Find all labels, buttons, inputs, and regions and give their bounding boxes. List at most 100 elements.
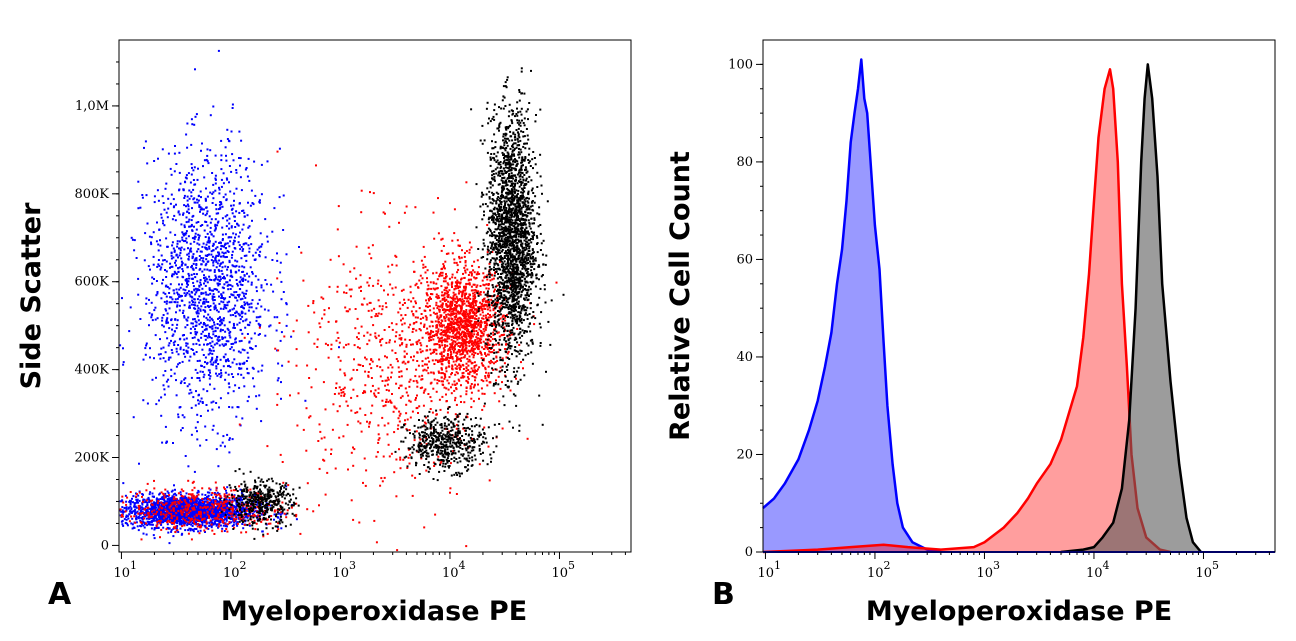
scatter-point	[218, 203, 221, 206]
scatter-point	[148, 324, 150, 327]
scatter-point	[202, 509, 205, 512]
scatter-point	[204, 356, 207, 359]
scatter-point	[276, 316, 279, 319]
scatter-point	[192, 396, 195, 399]
scatter-point	[455, 321, 458, 324]
scatter-point	[439, 271, 442, 274]
scatter-point	[471, 308, 474, 311]
scatter-point	[482, 357, 485, 360]
scatter-point	[488, 306, 491, 309]
scatter-point	[157, 199, 160, 202]
scatter-point	[143, 526, 146, 529]
scatter-point	[435, 282, 438, 285]
scatter-point	[150, 243, 153, 246]
scatter-point	[450, 338, 453, 341]
scatter-point	[501, 320, 504, 323]
scatter-point	[424, 315, 427, 318]
scatter-point	[150, 236, 153, 239]
scatter-point	[266, 235, 269, 238]
scatter-point	[197, 498, 200, 500]
scatter-point	[499, 387, 502, 390]
scatter-point	[215, 359, 218, 362]
scatter-point	[247, 356, 250, 359]
scatter-point	[165, 380, 168, 383]
scatter-point	[459, 305, 462, 308]
scatter-point	[436, 331, 439, 334]
scatter-point	[181, 414, 184, 417]
scatter-point	[201, 287, 204, 290]
scatter-point	[458, 257, 461, 260]
scatter-point	[192, 303, 195, 306]
scatter-point	[456, 350, 459, 353]
scatter-point	[212, 183, 215, 186]
scatter-point	[253, 385, 256, 388]
scatter-point	[193, 123, 196, 126]
scatter-point	[254, 258, 257, 261]
scatter-point	[485, 303, 488, 306]
scatter-point	[172, 256, 175, 259]
scatter-point	[154, 516, 157, 519]
scatter-point	[143, 521, 146, 524]
scatter-point	[169, 167, 172, 170]
scatter-point	[220, 201, 223, 204]
scatter-point	[211, 202, 214, 204]
scatter-point	[206, 502, 209, 505]
scatter-point	[151, 378, 154, 381]
scatter-point	[488, 301, 491, 303]
scatter-point	[253, 510, 256, 513]
scatter-point	[441, 324, 443, 327]
scatter-point	[429, 296, 431, 299]
scatter-point	[487, 376, 490, 379]
scatter-point	[158, 399, 160, 402]
scatter-point	[211, 297, 214, 300]
scatter-point	[211, 408, 214, 411]
scatter-point	[157, 514, 160, 517]
scatter-point	[241, 523, 244, 525]
scatter-point	[276, 379, 279, 382]
scatter-point	[194, 330, 197, 333]
scatter-point	[482, 348, 485, 350]
scatter-point	[193, 166, 196, 169]
scatter-point	[225, 281, 228, 284]
scatter-point	[221, 205, 224, 208]
scatter-point	[403, 302, 406, 304]
scatter-point	[187, 220, 190, 223]
scatter-point	[199, 504, 202, 506]
scatter-point	[238, 321, 241, 324]
scatter-point	[262, 289, 265, 292]
scatter-point	[153, 501, 156, 504]
scatter-point	[468, 251, 471, 254]
scatter-point	[205, 300, 208, 303]
scatter-point	[264, 218, 267, 221]
scatter-point	[185, 205, 187, 208]
scatter-point	[452, 309, 455, 312]
scatter-point	[178, 254, 181, 257]
scatter-point	[485, 379, 488, 382]
scatter-point	[237, 517, 240, 520]
scatter-point	[170, 490, 173, 493]
scatter-point	[215, 212, 218, 215]
scatter-point	[194, 235, 197, 238]
scatter-point	[209, 326, 212, 329]
scatter-point	[181, 268, 184, 270]
scatter-point	[447, 300, 450, 303]
scatter-point	[438, 339, 441, 342]
scatter-point	[488, 338, 491, 341]
scatter-point	[228, 296, 231, 298]
scatter-point	[242, 527, 245, 530]
scatter-point	[261, 530, 264, 533]
scatter-point	[216, 512, 219, 515]
scatter-point	[206, 304, 209, 307]
scatter-point	[211, 325, 214, 328]
scatter-point	[463, 401, 466, 404]
scatter-point	[203, 176, 206, 179]
scatter-point	[228, 181, 230, 184]
scatter-point	[233, 521, 236, 524]
scatter-point	[477, 273, 479, 276]
scatter-point	[150, 241, 152, 244]
scatter-point	[166, 337, 169, 340]
scatter-point	[475, 289, 478, 292]
scatter-point	[182, 514, 185, 517]
scatter-point	[171, 334, 174, 337]
scatter-point	[456, 356, 459, 359]
